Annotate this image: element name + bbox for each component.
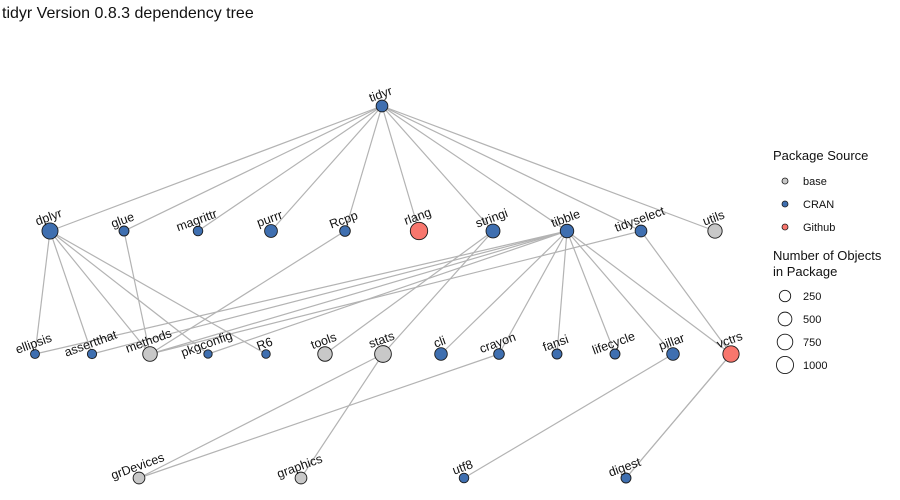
edge-tidyr-tidyselect bbox=[381, 105, 642, 232]
edge-tidyr-magrittr bbox=[197, 105, 383, 232]
edge-tidyr-stringi bbox=[381, 105, 494, 232]
edge-stats-grDevices bbox=[138, 353, 384, 479]
node-label-R6: R6 bbox=[255, 335, 275, 354]
edge-dplyr-ellipsis bbox=[34, 230, 51, 355]
node-assertthat bbox=[86, 348, 98, 360]
edge-dplyr-methods bbox=[49, 230, 151, 355]
node-label-utils: utils bbox=[701, 208, 727, 229]
node-vctrs bbox=[722, 345, 740, 363]
edge-tibble-vctrs bbox=[566, 230, 732, 355]
node-utf8 bbox=[458, 472, 470, 484]
node-grDevices bbox=[132, 471, 146, 485]
legend-size-title-line2: in Package bbox=[773, 264, 837, 279]
node-rlang bbox=[409, 221, 429, 241]
edge-tidyr-dplyr bbox=[49, 105, 383, 232]
node-tibble bbox=[559, 223, 575, 239]
node-label-cli: cli bbox=[432, 333, 448, 350]
edge-tidyselect-vctrs bbox=[640, 230, 732, 355]
node-ellipsis bbox=[30, 349, 40, 359]
edge-tibble-assertthat bbox=[91, 230, 568, 355]
edge-tibble-pkgconfig bbox=[207, 230, 568, 355]
edge-tidyr-tibble bbox=[381, 105, 568, 232]
legend-size-title-line1: Number of Objects bbox=[773, 248, 882, 263]
node-dplyr bbox=[41, 222, 59, 240]
node-digest bbox=[620, 472, 632, 484]
node-tools bbox=[317, 346, 333, 362]
legend-label-base: base bbox=[803, 176, 827, 188]
edge-tibble-cli bbox=[440, 230, 568, 355]
node-glue bbox=[118, 225, 130, 237]
edge-glue-methods bbox=[123, 230, 151, 355]
legend-swatch-base bbox=[781, 177, 789, 185]
node-Rcpp bbox=[339, 225, 351, 237]
legend-source-title: Package Source bbox=[773, 148, 868, 163]
node-lifecycle bbox=[609, 348, 621, 360]
node-label-utf8: utf8 bbox=[450, 457, 474, 477]
node-graphics bbox=[294, 471, 308, 485]
edge-Rcpp-methods bbox=[149, 230, 346, 355]
legend-swatch-github bbox=[781, 223, 789, 231]
edge-tidyr-Rcpp bbox=[344, 105, 383, 232]
node-pillar bbox=[666, 347, 680, 361]
legend-size-label-750: 750 bbox=[803, 337, 821, 349]
legend-size-swatch-750 bbox=[776, 333, 794, 351]
edge-tidyr-purrr bbox=[270, 105, 383, 232]
node-purrr bbox=[264, 224, 278, 238]
edge-tibble-lifecycle bbox=[566, 230, 616, 355]
edge-pillar-utf8 bbox=[463, 353, 674, 479]
edge-dplyr-pkgconfig bbox=[49, 230, 209, 355]
edges-layer bbox=[34, 105, 732, 479]
chart-title: tidyr Version 0.8.3 dependency tree bbox=[2, 5, 254, 22]
edge-tidyselect-methods bbox=[149, 230, 642, 355]
node-magrittr bbox=[192, 225, 204, 237]
edge-crayon-grDevices bbox=[138, 353, 500, 479]
legend-label-cran: CRAN bbox=[803, 199, 834, 211]
legend-size-swatch-1000 bbox=[776, 356, 795, 375]
node-utils bbox=[707, 223, 723, 239]
legend-size-swatch-250 bbox=[778, 289, 792, 303]
node-fansi bbox=[551, 348, 563, 360]
node-crayon bbox=[493, 348, 505, 360]
node-label-tidyr: tidyr bbox=[367, 84, 394, 105]
legend-label-github: Github bbox=[803, 222, 835, 234]
node-stringi bbox=[485, 223, 501, 239]
edge-tibble-methods bbox=[149, 230, 568, 355]
legend-size-label-500: 500 bbox=[803, 314, 821, 326]
edge-tibble-fansi bbox=[556, 230, 568, 355]
legend-size-label-250: 250 bbox=[803, 291, 821, 303]
node-tidyr bbox=[375, 99, 389, 113]
legend-size-swatch-500 bbox=[777, 311, 793, 327]
edge-tibble-ellipsis bbox=[34, 230, 568, 355]
node-cli bbox=[434, 347, 448, 361]
edge-stringi-tools bbox=[324, 230, 494, 355]
node-tidyselect bbox=[634, 224, 648, 238]
edge-stringi-stats bbox=[382, 230, 494, 355]
edge-tibble-pillar bbox=[566, 230, 674, 355]
nodes-layer bbox=[30, 99, 740, 485]
edge-tidyr-rlang bbox=[381, 105, 420, 232]
node-pkgconfig bbox=[203, 349, 213, 359]
edge-tidyr-glue bbox=[123, 105, 383, 232]
legend-swatch-cran bbox=[781, 200, 789, 208]
edge-dplyr-assertthat bbox=[49, 230, 93, 355]
node-methods bbox=[142, 346, 158, 362]
legend: Package Source base CRAN Github Number of Ob… bbox=[773, 148, 882, 375]
node-R6 bbox=[261, 349, 271, 359]
node-stats bbox=[374, 345, 392, 363]
edge-stats-graphics bbox=[300, 353, 384, 479]
edge-tibble-crayon bbox=[498, 230, 568, 355]
legend-size-label-1000: 1000 bbox=[803, 360, 827, 372]
edge-tidyr-utils bbox=[381, 105, 716, 232]
edge-vctrs-digest bbox=[625, 353, 732, 479]
